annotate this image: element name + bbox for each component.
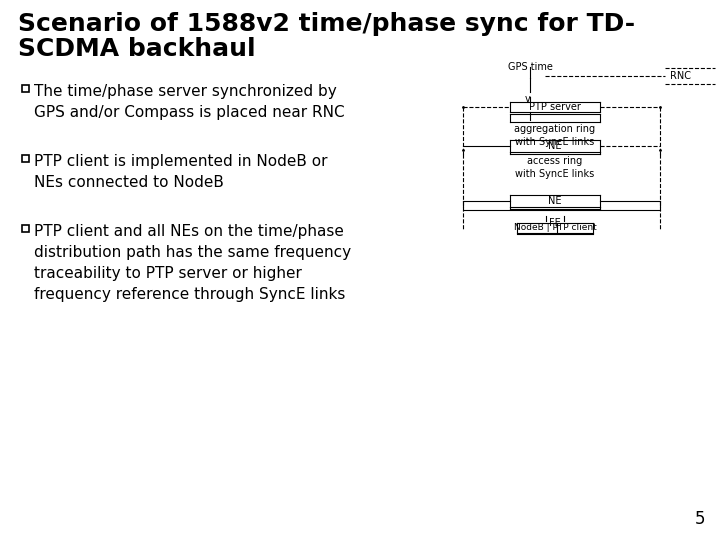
Text: FE: FE bbox=[549, 218, 561, 228]
Text: PTP client is implemented in NodeB or
NEs connected to NodeB: PTP client is implemented in NodeB or NE… bbox=[34, 154, 328, 190]
Text: PTP server: PTP server bbox=[529, 102, 581, 112]
Bar bbox=[22, 225, 29, 232]
Text: access ring
with SyncE links: access ring with SyncE links bbox=[516, 156, 595, 179]
Text: RNC: RNC bbox=[670, 71, 691, 81]
Text: SCDMA backhaul: SCDMA backhaul bbox=[18, 37, 256, 61]
Text: NodeB | PTP client: NodeB | PTP client bbox=[513, 224, 596, 233]
Text: NE: NE bbox=[548, 196, 562, 206]
Text: 5: 5 bbox=[695, 510, 705, 528]
Text: The time/phase server synchronized by
GPS and/or Compass is placed near RNC: The time/phase server synchronized by GP… bbox=[34, 84, 345, 120]
Bar bbox=[22, 85, 29, 92]
Text: GPS time: GPS time bbox=[508, 62, 552, 72]
Text: v: v bbox=[525, 94, 531, 104]
Bar bbox=[22, 155, 29, 162]
Text: aggregation ring
with SyncE links: aggregation ring with SyncE links bbox=[514, 124, 595, 147]
Text: NE: NE bbox=[548, 141, 562, 151]
Text: PTP client and all NEs on the time/phase
distribution path has the same frequenc: PTP client and all NEs on the time/phase… bbox=[34, 224, 351, 302]
Text: Scenario of 1588v2 time/phase sync for TD-: Scenario of 1588v2 time/phase sync for T… bbox=[18, 12, 635, 36]
